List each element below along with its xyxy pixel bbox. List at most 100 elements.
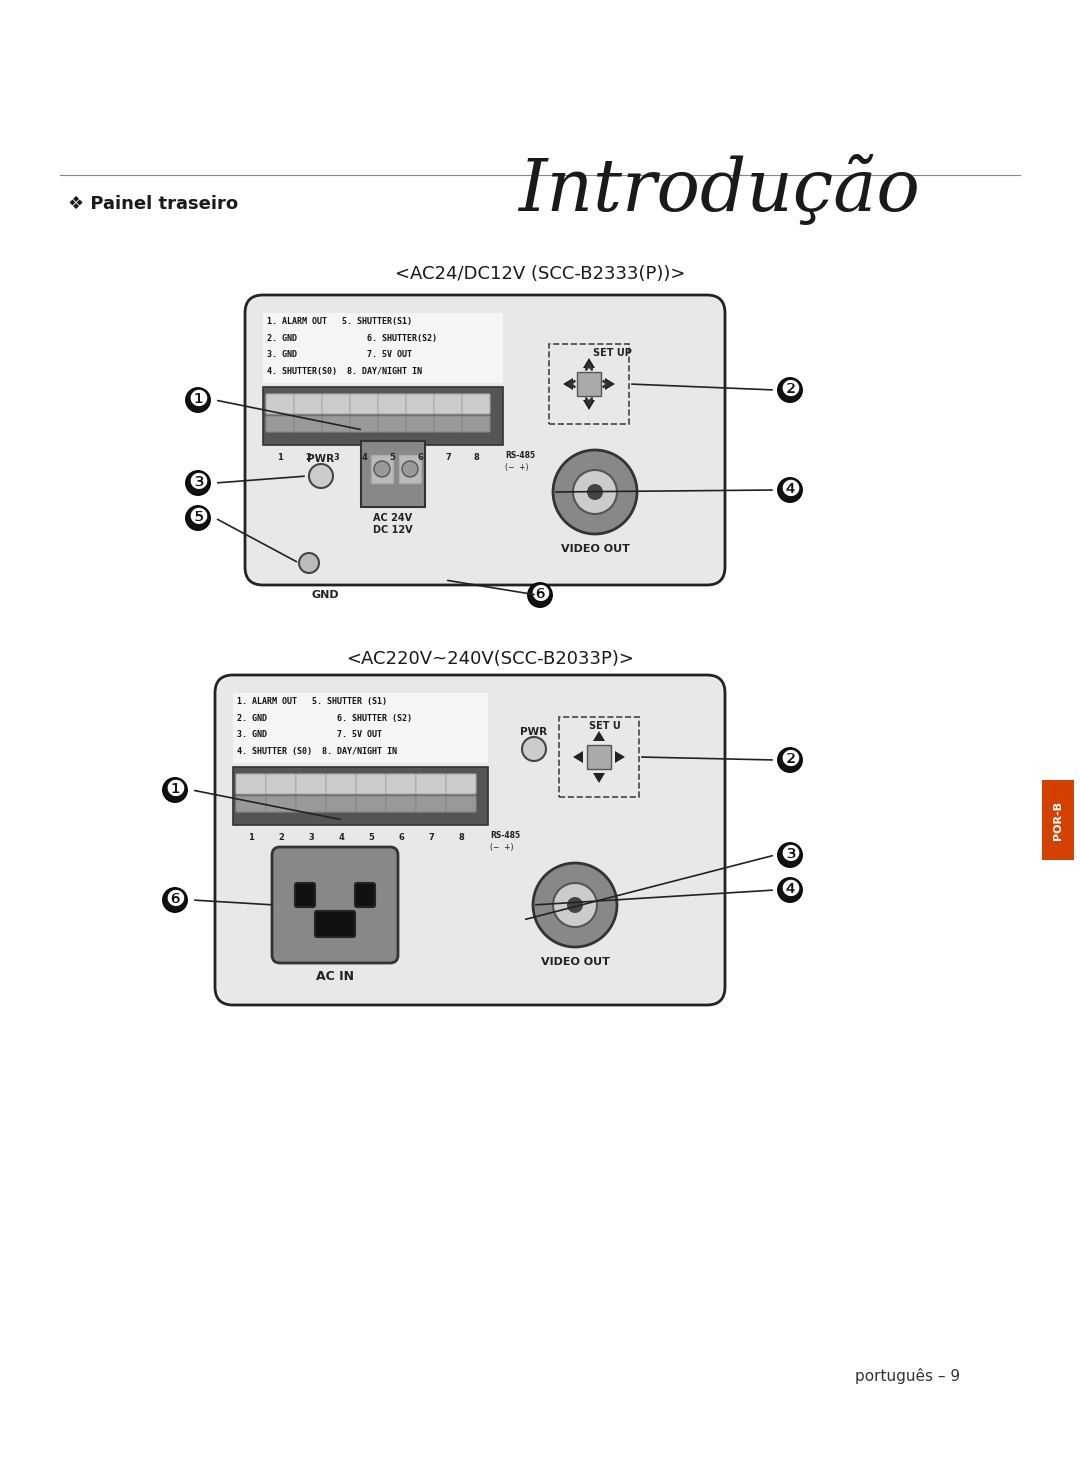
FancyBboxPatch shape	[406, 416, 434, 432]
Polygon shape	[583, 359, 595, 368]
FancyBboxPatch shape	[378, 394, 406, 413]
Circle shape	[309, 463, 333, 489]
Circle shape	[553, 450, 637, 534]
Text: ❺: ❺	[188, 508, 208, 528]
Text: 2: 2	[278, 832, 284, 841]
Text: <AC24/DC12V (SCC-B2333(P))>: <AC24/DC12V (SCC-B2333(P))>	[395, 266, 685, 283]
FancyBboxPatch shape	[272, 847, 399, 962]
Text: 2. GND              6. SHUTTER(S2): 2. GND 6. SHUTTER(S2)	[267, 334, 437, 342]
Text: 3: 3	[308, 832, 314, 841]
Text: 4. SHUTTER (S0)  8. DAY/NIGHT IN: 4. SHUTTER (S0) 8. DAY/NIGHT IN	[237, 747, 397, 756]
FancyBboxPatch shape	[322, 394, 350, 413]
Text: 5: 5	[368, 832, 374, 841]
Text: Introdução: Introdução	[518, 155, 920, 226]
Bar	[1042, 779, 1074, 861]
Circle shape	[588, 484, 603, 500]
Text: 8: 8	[473, 453, 478, 462]
Text: SET UP: SET UP	[593, 348, 632, 359]
Text: PWR: PWR	[308, 455, 335, 463]
Text: ❷: ❷	[780, 750, 800, 770]
Text: AC IN: AC IN	[316, 970, 354, 983]
FancyBboxPatch shape	[294, 416, 322, 432]
Text: VIDEO OUT: VIDEO OUT	[561, 545, 630, 554]
Polygon shape	[573, 751, 583, 763]
Text: 2: 2	[305, 453, 311, 462]
FancyBboxPatch shape	[434, 416, 462, 432]
Circle shape	[374, 461, 390, 477]
Text: ❶: ❶	[165, 779, 185, 800]
FancyBboxPatch shape	[386, 796, 416, 812]
Bar	[264, 313, 503, 382]
Text: 3. GND              7. 5V OUT: 3. GND 7. 5V OUT	[267, 350, 411, 359]
FancyBboxPatch shape	[446, 773, 476, 794]
Bar	[577, 372, 600, 396]
Text: 7: 7	[445, 453, 450, 462]
FancyBboxPatch shape	[245, 295, 725, 584]
Bar	[372, 455, 393, 483]
FancyBboxPatch shape	[296, 773, 326, 794]
FancyBboxPatch shape	[446, 796, 476, 812]
Text: RS-485: RS-485	[490, 831, 521, 840]
FancyBboxPatch shape	[356, 796, 386, 812]
FancyBboxPatch shape	[237, 796, 266, 812]
FancyBboxPatch shape	[295, 883, 315, 906]
Text: AC 24V: AC 24V	[374, 514, 413, 523]
Bar	[588, 745, 611, 769]
Bar	[264, 387, 503, 444]
Bar	[399, 455, 421, 483]
Text: SET U: SET U	[589, 720, 621, 731]
FancyBboxPatch shape	[434, 394, 462, 413]
Text: ❸: ❸	[188, 472, 208, 493]
Text: 6: 6	[399, 832, 404, 841]
FancyBboxPatch shape	[315, 911, 355, 937]
FancyBboxPatch shape	[462, 394, 490, 413]
Polygon shape	[563, 378, 573, 390]
Text: ❸: ❸	[780, 844, 800, 865]
FancyBboxPatch shape	[350, 394, 378, 413]
Circle shape	[567, 897, 583, 914]
FancyBboxPatch shape	[386, 773, 416, 794]
Text: 7: 7	[428, 832, 434, 841]
Text: 4: 4	[338, 832, 343, 841]
Text: RS-485: RS-485	[505, 452, 535, 461]
FancyBboxPatch shape	[416, 796, 446, 812]
Circle shape	[402, 461, 418, 477]
Text: <AC220V~240V(SCC-B2033P)>: <AC220V~240V(SCC-B2033P)>	[346, 649, 634, 669]
Circle shape	[534, 863, 617, 948]
Text: (−  +): (− +)	[490, 843, 513, 852]
FancyBboxPatch shape	[296, 796, 326, 812]
Circle shape	[522, 737, 546, 762]
Text: VIDEO OUT: VIDEO OUT	[541, 956, 609, 967]
Polygon shape	[615, 751, 625, 763]
Bar	[233, 694, 488, 763]
Text: 3. GND              7. 5V OUT: 3. GND 7. 5V OUT	[237, 731, 382, 739]
Text: ❻: ❻	[165, 890, 185, 911]
FancyBboxPatch shape	[356, 773, 386, 794]
Text: 1. ALARM OUT   5. SHUTTER(S1): 1. ALARM OUT 5. SHUTTER(S1)	[267, 317, 411, 326]
FancyBboxPatch shape	[237, 773, 266, 794]
Text: 1. ALARM OUT   5. SHUTTER (S1): 1. ALARM OUT 5. SHUTTER (S1)	[237, 697, 387, 706]
FancyBboxPatch shape	[294, 394, 322, 413]
FancyBboxPatch shape	[355, 883, 375, 906]
FancyBboxPatch shape	[326, 773, 356, 794]
Text: 5: 5	[389, 453, 395, 462]
FancyBboxPatch shape	[462, 416, 490, 432]
Bar	[233, 768, 488, 825]
Text: ❖ Painel traseiro: ❖ Painel traseiro	[68, 195, 238, 213]
Text: GND: GND	[311, 590, 339, 601]
FancyBboxPatch shape	[322, 416, 350, 432]
FancyBboxPatch shape	[266, 773, 296, 794]
Text: (−  +): (− +)	[505, 463, 528, 472]
Text: 2. GND              6. SHUTTER (S2): 2. GND 6. SHUTTER (S2)	[237, 713, 411, 722]
Text: 4: 4	[361, 453, 367, 462]
Text: ❹: ❹	[780, 480, 800, 500]
FancyBboxPatch shape	[378, 416, 406, 432]
Circle shape	[553, 883, 597, 927]
Text: 8: 8	[458, 832, 464, 841]
Text: português – 9: português – 9	[855, 1368, 960, 1384]
Polygon shape	[605, 378, 615, 390]
Circle shape	[573, 469, 617, 514]
Text: PWR: PWR	[521, 728, 548, 737]
FancyBboxPatch shape	[416, 773, 446, 794]
Circle shape	[299, 554, 319, 573]
